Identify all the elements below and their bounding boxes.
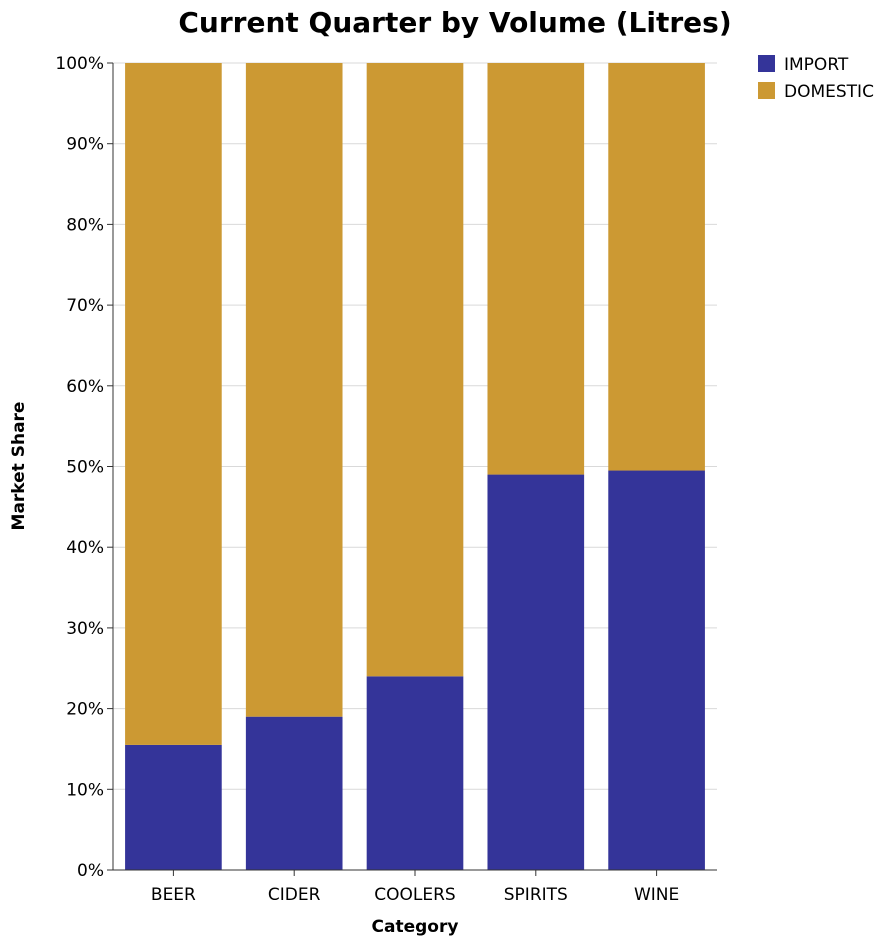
legend: IMPORT DOMESTIC xyxy=(758,55,874,102)
y-tick-label: 80% xyxy=(66,215,104,235)
bar-domestic-coolers xyxy=(366,63,464,677)
y-tick-label: 10% xyxy=(66,780,104,800)
y-tick-label: 50% xyxy=(66,458,104,478)
bar-domestic-spirits xyxy=(487,63,585,475)
bar-domestic-wine xyxy=(608,63,705,471)
y-tick-label: 0% xyxy=(77,861,104,881)
x-tick-label: WINE xyxy=(634,885,679,905)
y-tick-label: 100% xyxy=(55,54,104,74)
bar-import-beer xyxy=(125,744,222,870)
bar-import-coolers xyxy=(366,676,464,870)
x-tick-labels: BEER CIDER COOLERS SPIRITS WINE xyxy=(151,870,679,905)
bar-domestic-cider xyxy=(245,63,343,717)
bar-import-wine xyxy=(608,470,705,870)
bar-domestic-beer xyxy=(125,63,222,745)
bars xyxy=(125,63,705,870)
chart-title: Current Quarter by Volume (Litres) xyxy=(178,6,731,39)
y-tick-label: 40% xyxy=(66,538,104,558)
y-tick-labels: 0% 10% 20% 30% 40% 50% 60% 70% 80% 90% 100% xyxy=(55,54,113,881)
y-tick-label: 30% xyxy=(66,619,104,639)
legend-swatch-import xyxy=(758,55,775,72)
y-tick-label: 20% xyxy=(66,700,104,720)
x-axis-title: Category xyxy=(372,917,459,937)
x-tick-label: SPIRITS xyxy=(504,885,568,905)
bar-import-spirits xyxy=(487,474,585,870)
bar-import-cider xyxy=(245,716,343,870)
x-tick-label: CIDER xyxy=(268,885,321,905)
x-tick-label: COOLERS xyxy=(374,885,455,905)
x-tick-label: BEER xyxy=(151,885,196,905)
legend-label-import: IMPORT xyxy=(784,55,849,75)
y-tick-label: 90% xyxy=(66,135,104,155)
y-tick-label: 70% xyxy=(66,296,104,316)
y-axis-title: Market Share xyxy=(9,402,29,531)
legend-swatch-domestic xyxy=(758,82,775,99)
y-tick-label: 60% xyxy=(66,377,104,397)
legend-label-domestic: DOMESTIC xyxy=(784,82,874,102)
